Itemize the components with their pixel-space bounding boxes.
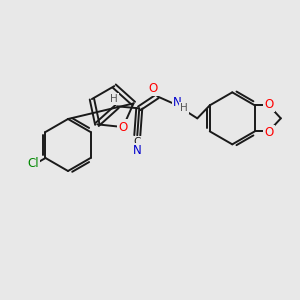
Text: Cl: Cl [28,157,39,170]
Text: O: O [118,121,127,134]
Text: N: N [173,96,182,109]
Text: O: O [264,126,273,139]
Text: H: H [180,103,188,113]
Text: O: O [264,98,273,111]
Text: N: N [133,144,142,157]
Text: C: C [134,137,141,147]
Text: O: O [149,82,158,95]
Text: H: H [110,94,118,104]
